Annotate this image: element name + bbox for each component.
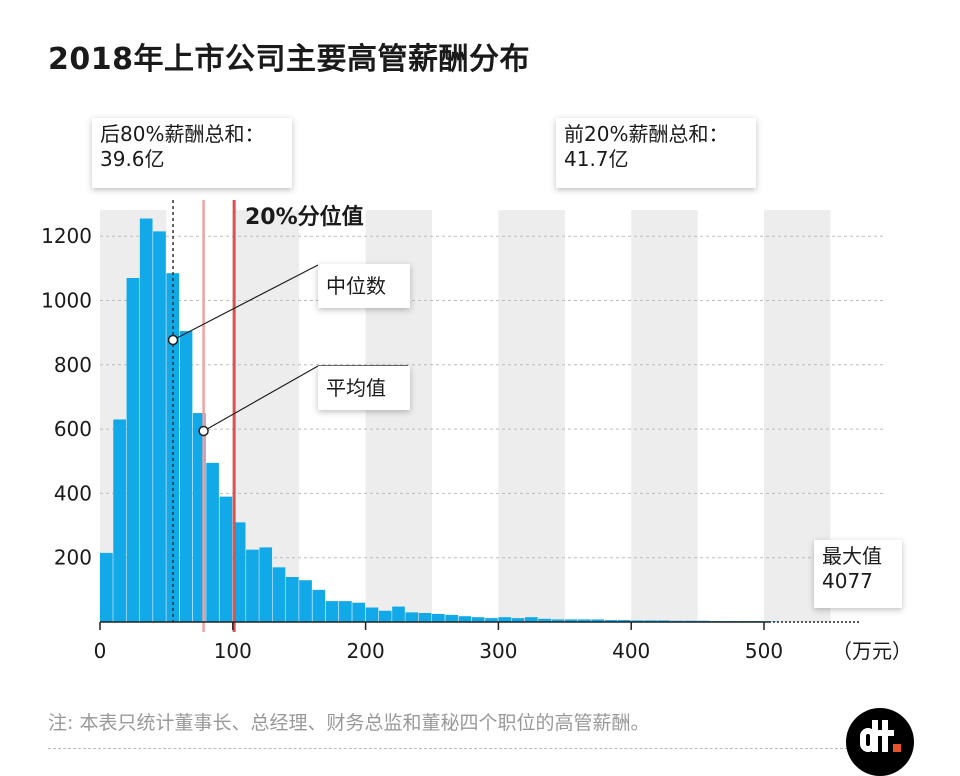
histogram-bar: [392, 606, 405, 622]
histogram-bar: [179, 331, 193, 622]
mean-callout: 平均值: [318, 366, 410, 410]
histogram-bar: [259, 547, 273, 622]
y-tick-label: 200: [54, 546, 92, 570]
histogram-bar: [153, 231, 166, 622]
top20-value: 41.7亿: [564, 147, 629, 171]
histogram-bar: [564, 619, 578, 622]
histogram-bar: [272, 567, 286, 622]
histogram-bar: [325, 601, 339, 622]
max-value: 4077: [822, 569, 873, 593]
bottom80-label: 后80%薪酬总和：: [100, 122, 265, 146]
y-tick-label: 600: [54, 417, 92, 441]
gridlines: [100, 235, 886, 559]
histogram-bar: [352, 602, 365, 622]
axes: 200 400 600 800 1000 1200 0 100 200 300 400 500 （万元）: [41, 224, 912, 663]
histogram-bar: [432, 613, 445, 622]
histogram-bar: [285, 576, 299, 622]
histogram-bar: [139, 218, 153, 622]
histogram-bar: [299, 580, 312, 622]
median-callout: 中位数: [318, 264, 410, 308]
footnote: 注: 本表只统计董事长、总经理、财务总监和董秘四个职位的高管薪酬。: [48, 712, 650, 734]
mean-dot: [198, 425, 209, 437]
histogram-bar: [219, 496, 233, 622]
top20-label: 前20%薪酬总和：: [564, 122, 729, 146]
histogram-bar: [511, 618, 525, 622]
histogram-bar: [126, 277, 140, 622]
bottom80-callout: 后80%薪酬总和： 39.6亿: [92, 118, 292, 188]
histogram-bar: [113, 419, 126, 622]
mean-leader: [203, 365, 319, 432]
histogram-bar: [418, 612, 432, 622]
max-label: 最大值: [822, 544, 882, 568]
histogram-bar: [538, 618, 551, 622]
page-title: 2018年上市公司主要高管薪酬分布: [48, 42, 530, 77]
background-band: [498, 210, 565, 623]
histogram-bar: [445, 614, 458, 622]
histogram-bar: [551, 619, 565, 622]
histogram-chart: 200 400 600 800 1000 1200 0 100 200 300 400 500 （万元）: [41, 200, 912, 663]
histogram-bar: [378, 610, 392, 622]
background-band: [631, 210, 698, 623]
bottom80-value: 39.6亿: [100, 147, 165, 171]
y-tick-label: 1200: [41, 224, 92, 248]
histogram-bar: [458, 616, 472, 622]
histogram-bar: [312, 589, 326, 622]
histogram-bar: [657, 620, 671, 622]
mean-label: 平均值: [326, 376, 386, 400]
histogram-bar: [100, 552, 113, 622]
histogram-bar: [471, 617, 485, 622]
x-axis-unit-label: （万元）: [832, 639, 912, 663]
histogram-bar: [591, 619, 605, 622]
marker-lines: [172, 200, 236, 632]
x-tick-label: 400: [612, 639, 650, 663]
median-dot: [167, 334, 179, 346]
percentile20-label: 20%分位值: [245, 205, 364, 230]
x-tick-label: 300: [479, 639, 517, 663]
histogram-bar: [617, 620, 631, 622]
x-tick-label: 200: [347, 639, 385, 663]
max-callout: 最大值 4077: [814, 540, 902, 608]
median-label: 中位数: [326, 274, 386, 298]
y-tick-label: 800: [54, 353, 92, 377]
brand-logo: [846, 708, 914, 776]
median-leader: [172, 264, 319, 341]
histogram-bar: [604, 620, 618, 622]
histogram-bar: [578, 619, 591, 622]
histogram-bar: [498, 617, 512, 622]
histogram-bar: [206, 462, 219, 622]
y-tick-label: 1000: [41, 289, 92, 313]
top20-callout: 前20%薪酬总和： 41.7亿: [556, 118, 756, 188]
x-tick-label: 500: [745, 639, 783, 663]
histogram-bar: [644, 620, 658, 622]
histogram-bar: [246, 549, 259, 622]
histogram-bar: [339, 601, 352, 622]
histogram-bar: [524, 617, 538, 622]
histogram-bar: [365, 607, 379, 622]
histogram-bar: [631, 620, 644, 622]
x-tick-label: 0: [94, 639, 107, 663]
footnote-divider: [48, 748, 848, 749]
histogram-bar: [232, 522, 246, 622]
histogram-bar: [485, 618, 498, 622]
y-tick-label: 400: [54, 481, 92, 505]
histogram-bar: [405, 612, 419, 622]
x-tick-label: 100: [214, 639, 252, 663]
